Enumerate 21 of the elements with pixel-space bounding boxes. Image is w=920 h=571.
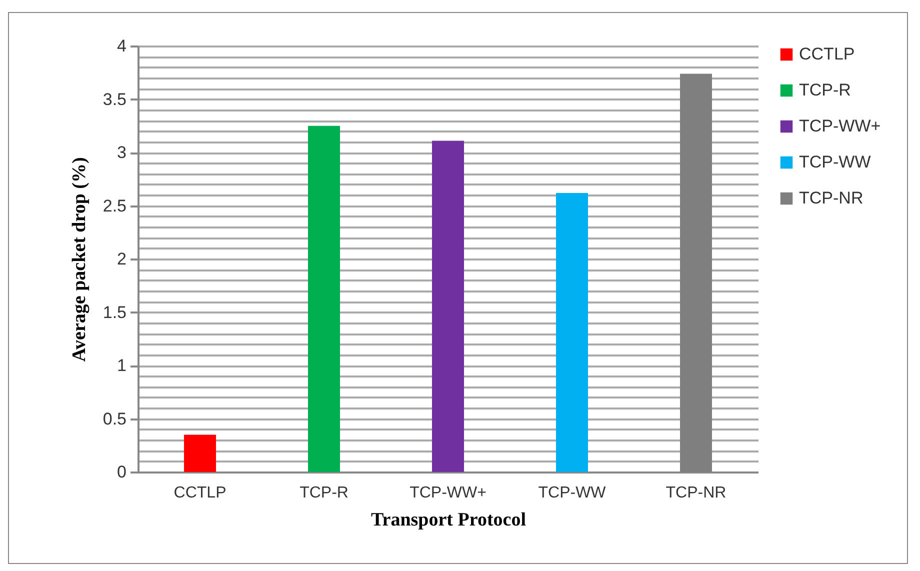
y-tick-label: 2 <box>117 250 126 268</box>
x-tick-label: TCP-NR <box>666 484 726 502</box>
legend-label: TCP-R <box>799 80 851 100</box>
y-tick-label: 4 <box>117 36 126 56</box>
y-tick-label: 3.5 <box>102 90 126 109</box>
y-tick-label: 1.5 <box>102 302 126 322</box>
legend-label: CCTLP <box>799 44 855 64</box>
legend-label: TCP-NR <box>799 188 864 208</box>
y-tick-label: 0.5 <box>102 409 126 428</box>
y-tick-label: 1 <box>117 356 126 375</box>
y-axis-title: Average packet drop (%) <box>68 157 90 362</box>
x-tick-label: TCP-WW+ <box>410 484 486 502</box>
legend-label: TCP-WW <box>799 152 871 172</box>
legend-label: TCP-WW+ <box>799 116 881 136</box>
y-tick-label: 3 <box>117 143 126 162</box>
x-axis-title: Transport Protocol <box>371 510 526 530</box>
x-tick-label: CCTLP <box>174 484 226 502</box>
x-tick-label: TCP-R <box>300 484 348 502</box>
y-tick-label: 2.5 <box>102 196 126 216</box>
y-tick-label: 0 <box>117 462 126 482</box>
x-tick-label: TCP-WW <box>538 484 607 502</box>
